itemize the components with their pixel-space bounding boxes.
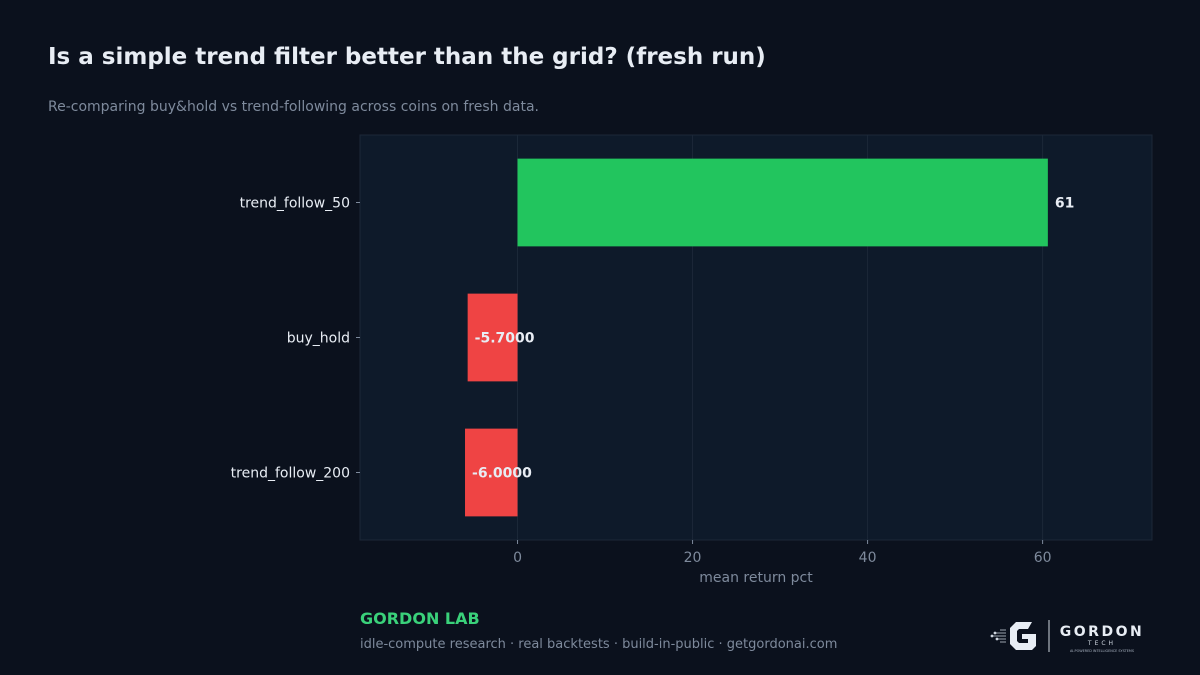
bar-trend_follow_50 — [517, 158, 1048, 247]
chart-title: Is a simple trend filter better than the… — [48, 44, 766, 70]
footer-brand: GORDON LAB — [360, 609, 480, 628]
logo-word: GORDON — [1060, 624, 1144, 640]
logo-sub: TECH — [1087, 640, 1116, 647]
data-label-trend_follow_50: 61 — [1055, 196, 1074, 212]
data-labels: 61 -5.7000 -6.0000 — [472, 196, 1074, 482]
bars — [465, 158, 1048, 517]
gordon-tech-logo: GORDON TECH AI-POWERED INTELLIGENCE SYST… — [990, 620, 1144, 653]
bar-trend_follow_200 — [465, 428, 518, 517]
y-tick-label: trend_follow_50 — [240, 196, 350, 212]
y-axis-ticks: trend_follow_50 buy_hold trend_follow_200 — [231, 196, 360, 482]
x-axis-label: mean return pct — [699, 570, 813, 586]
bar-buy_hold — [467, 293, 518, 382]
footer-tagline: idle-compute research · real backtests ·… — [360, 637, 838, 652]
bar-chart: 61 -5.7000 -6.0000 trend_follow_50 buy_hold… — [231, 134, 1153, 586]
x-tick-label: 40 — [859, 550, 877, 566]
x-tick-label: 0 — [513, 550, 522, 566]
x-tick-label: 20 — [684, 550, 702, 566]
y-tick-label: buy_hold — [287, 331, 350, 347]
x-tick-label: 60 — [1034, 550, 1052, 566]
logo-caption: AI-POWERED INTELLIGENCE SYSTEMS — [1070, 649, 1134, 653]
data-label-trend_follow_200: -6.0000 — [472, 466, 532, 482]
g-monogram-icon — [1010, 622, 1036, 650]
circuit-lines-icon — [990, 629, 1006, 643]
data-label-buy_hold: -5.7000 — [475, 331, 535, 347]
y-tick-label: trend_follow_200 — [231, 466, 350, 482]
x-axis-ticks: 0 20 40 60 — [513, 540, 1052, 566]
chart-subtitle: Re-comparing buy&hold vs trend-following… — [48, 99, 539, 115]
